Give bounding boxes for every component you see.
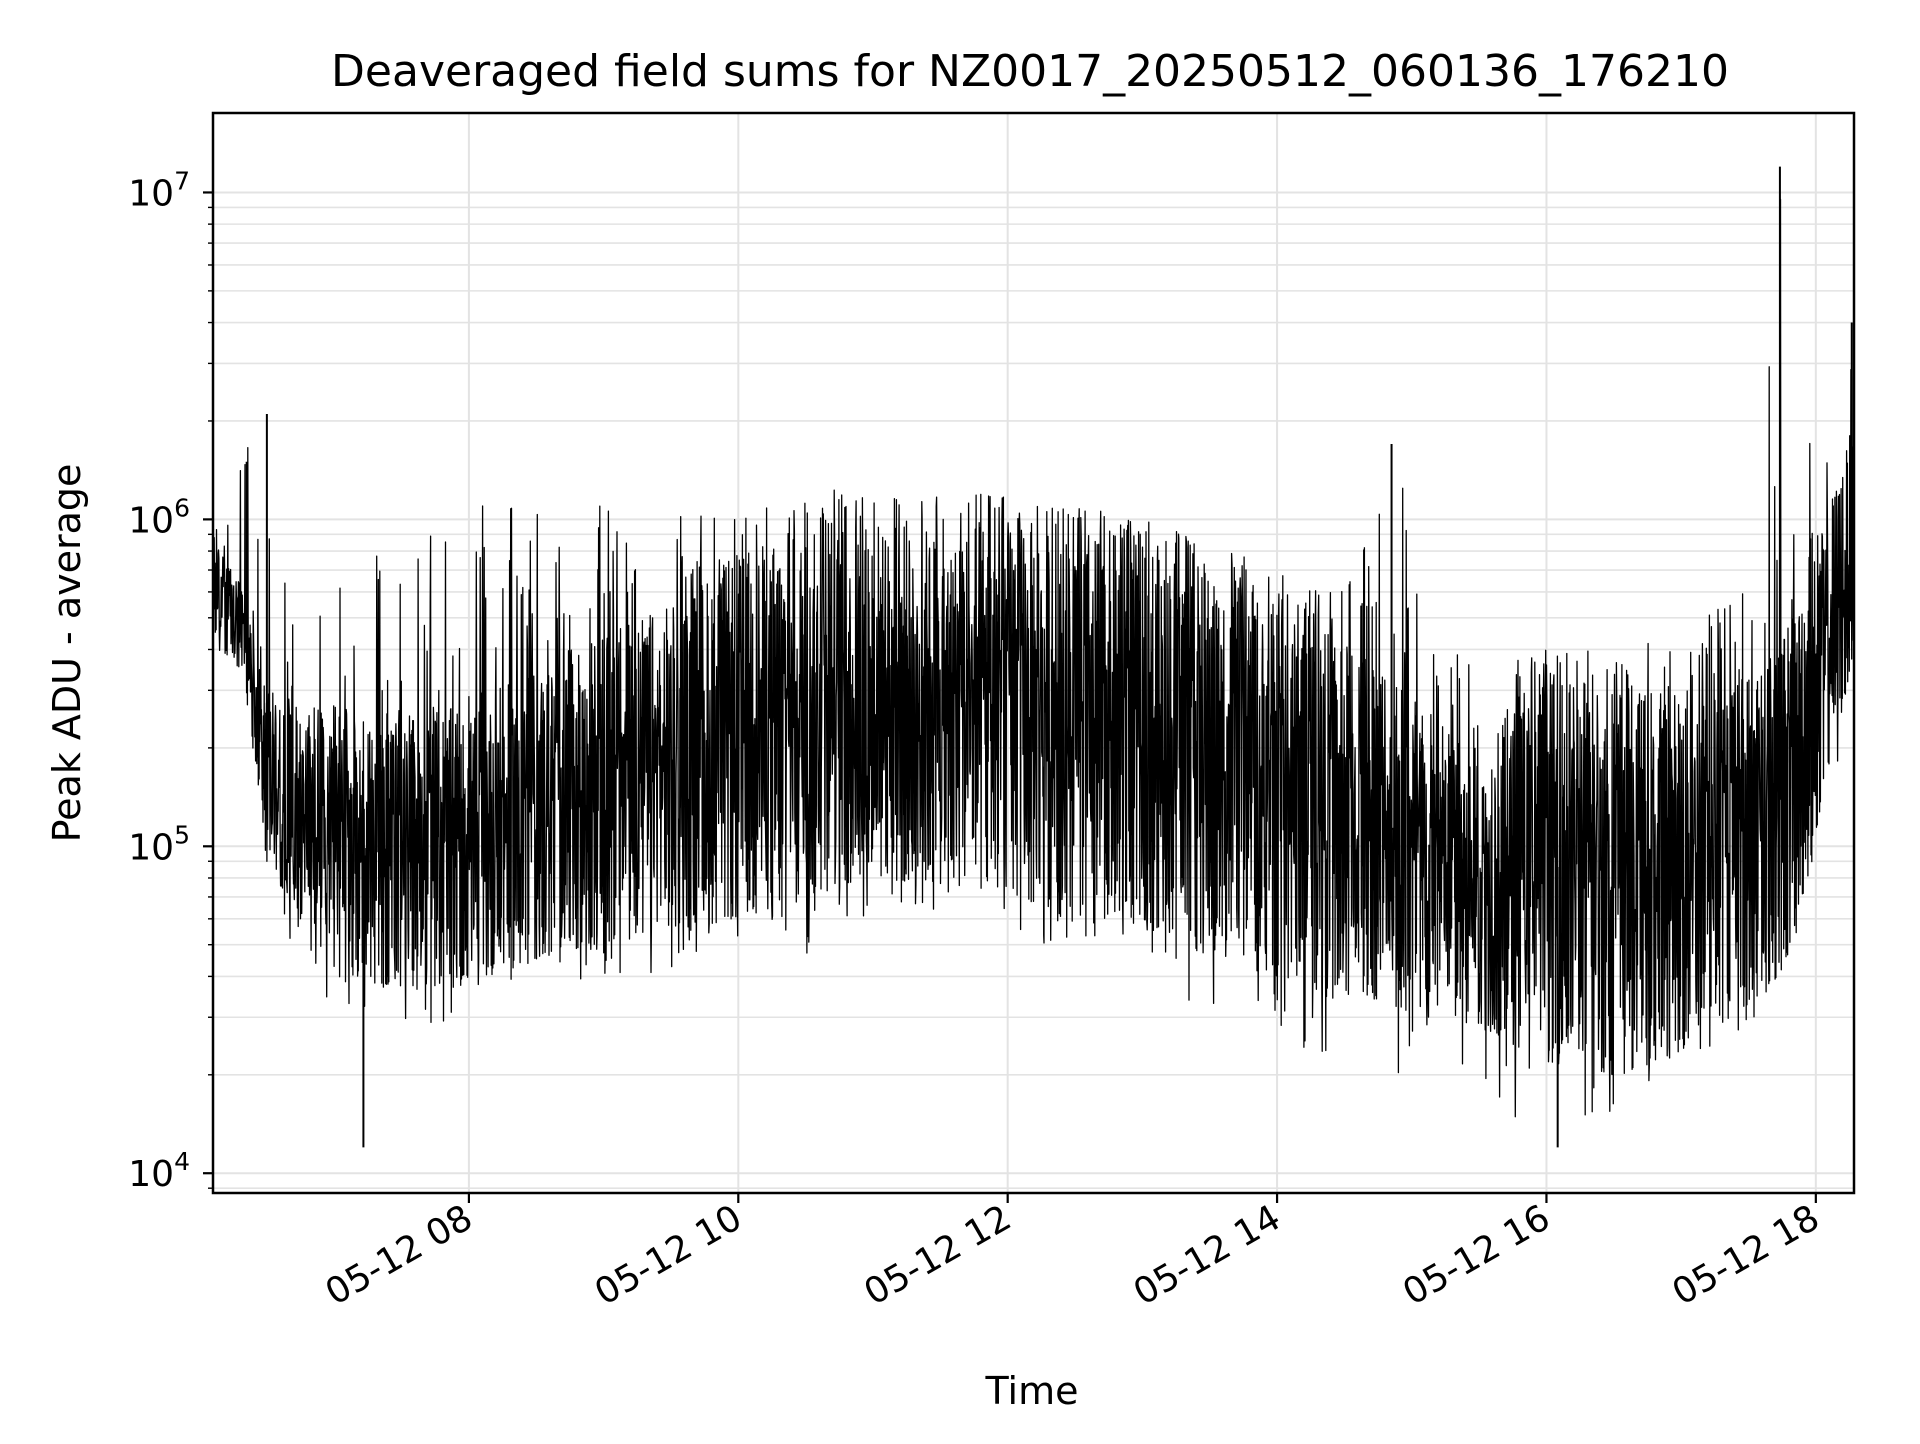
plot-frame (211, 111, 1856, 1195)
chart-title: Deaveraged field sums for NZ0017_2025051… (331, 46, 1729, 97)
x-axis-label: Time (985, 1369, 1079, 1413)
y-tick-label: 106 (128, 493, 190, 541)
y-axis-label: Peak ADU - average (45, 464, 89, 843)
series-line (212, 198, 1855, 1118)
data-layer (212, 166, 1855, 1148)
y-tick-label: 105 (128, 820, 190, 868)
y-tick-label: 107 (128, 166, 190, 214)
y-tick-label: 104 (128, 1147, 190, 1195)
